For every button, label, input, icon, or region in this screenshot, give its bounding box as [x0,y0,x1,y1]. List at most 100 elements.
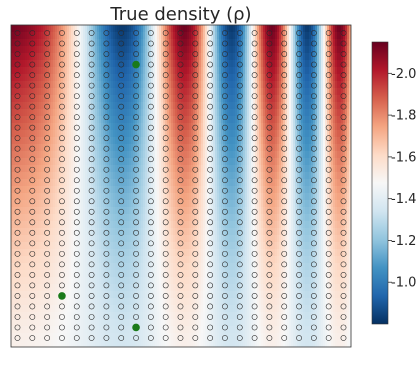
grid-point [147,177,154,184]
grid-point [251,324,258,331]
grid-point [59,72,65,78]
grid-point [59,135,65,142]
grid-point [251,271,258,278]
grid-point [266,324,273,331]
highlighted-point [58,292,66,300]
grid-point [118,72,125,78]
grid-point [44,324,51,331]
grid-point [296,135,302,142]
grid-point [251,51,258,57]
grid-point [251,40,258,47]
grid-point [222,282,228,289]
grid-point [192,82,199,89]
grid-point [14,166,21,173]
grid-point [310,271,317,278]
grid-point [251,198,258,205]
grid-point [236,293,243,299]
grid-point [281,240,288,247]
grid-point [44,114,51,121]
grid-point [59,93,65,99]
grid-point [133,271,139,278]
grid-point [207,61,214,68]
grid-point [251,177,258,184]
grid-point [88,82,95,89]
grid-point [207,303,214,310]
grid-point [296,261,302,268]
grid-point [236,271,243,278]
grid-point [310,187,317,194]
grid-point [162,324,169,331]
grid-point [177,114,184,121]
grid-point [29,166,36,173]
grid-point [281,51,288,57]
grid-point [118,177,125,184]
grid-point [266,177,273,184]
grid-point [192,30,199,36]
grid-point [162,240,169,247]
grid-point [162,40,169,47]
grid-point [266,61,273,68]
grid-point [222,271,228,278]
colorbar-tick-label: -1.8 [391,109,416,124]
grid-point [44,40,51,47]
grid-point [133,82,139,89]
grid-point [192,93,199,99]
grid-point [207,187,214,194]
grid-point [340,293,347,299]
grid-point [88,61,95,68]
grid-point [266,135,273,142]
grid-point [73,261,80,268]
grid-point [325,335,332,341]
grid-point [222,324,228,331]
grid-point [325,30,332,36]
grid-point [73,124,80,131]
grid-point [325,177,332,184]
grid-point [177,314,184,320]
grid-point [266,303,273,310]
grid-point [340,51,347,57]
grid-point [310,324,317,331]
grid-point [222,124,228,131]
grid-point [177,250,184,257]
grid-point [236,198,243,205]
grid-point [59,198,65,205]
grid-point [162,208,169,215]
grid-point [325,187,332,194]
grid-point [251,219,258,226]
grid-point [44,135,51,142]
grid-point [207,240,214,247]
colorbar-tick-label: -1.4 [391,192,416,207]
grid-point [103,51,110,57]
grid-point [207,282,214,289]
grid-point [59,124,65,131]
grid-point [207,293,214,299]
grid-point [296,324,302,331]
grid-point [236,30,243,36]
grid-point [281,282,288,289]
grid-point [14,187,21,194]
grid-point [236,156,243,163]
grid-point [44,219,51,226]
grid-point [162,51,169,57]
grid-point [236,145,243,152]
grid-point [88,40,95,47]
grid-point [340,314,347,320]
grid-point [340,30,347,36]
grid-point [222,103,228,110]
grid-point [118,51,125,57]
grid-point [162,282,169,289]
grid-point [310,103,317,110]
grid-point [207,324,214,331]
grid-point [88,219,95,226]
grid-point [14,208,21,215]
grid-point [59,271,65,278]
grid-point [177,240,184,247]
grid-point [207,51,214,57]
grid-point [103,303,110,310]
grid-point [222,72,228,78]
grid-point [14,282,21,289]
grid-point [236,82,243,89]
grid-point [222,82,228,89]
grid-point [118,314,125,320]
